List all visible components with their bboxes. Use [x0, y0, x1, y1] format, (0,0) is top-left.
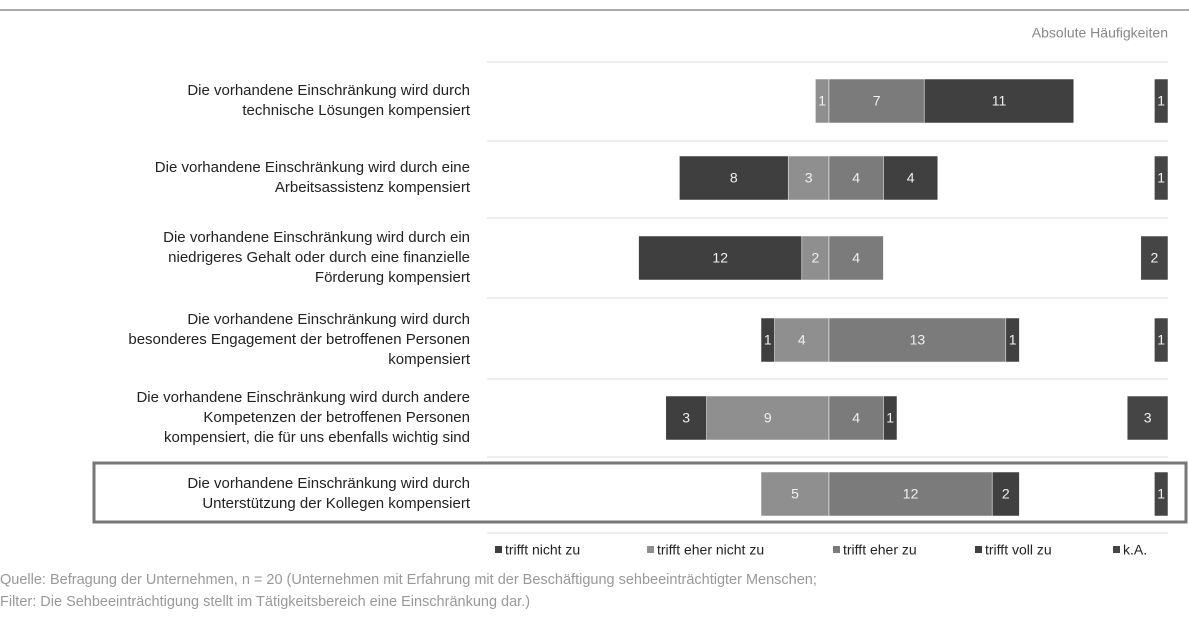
bar-segment: [1154, 78, 1169, 124]
value-label: 4: [852, 410, 860, 426]
bar-segment: [638, 235, 803, 281]
bar-segment: [665, 395, 707, 441]
legend-swatch: [833, 546, 840, 553]
legend-swatch: [975, 546, 982, 553]
value-label: 1: [818, 93, 826, 109]
bar-segment: [883, 155, 939, 201]
bar-segment: [679, 155, 789, 201]
bar-segment: [923, 78, 1075, 124]
category-label: Die vorhandene Einschränkung wird durch: [187, 82, 470, 99]
value-label: 4: [798, 332, 806, 348]
category-label: besonderes Engagement der betroffenen Pe…: [128, 331, 470, 348]
legend-label: trifft voll zu: [985, 542, 1052, 558]
bar-segment: [760, 317, 775, 363]
bar-segment: [828, 471, 993, 517]
value-label: 7: [873, 93, 881, 109]
value-label: 4: [907, 170, 915, 186]
value-label: 8: [730, 170, 738, 186]
value-label: 2: [1151, 250, 1159, 266]
legend-label: trifft nicht zu: [505, 542, 580, 558]
category-label: kompensiert, die für uns ebenfalls wicht…: [164, 429, 470, 446]
bar-segment: [828, 78, 925, 124]
value-label: 1: [1157, 170, 1165, 186]
highlight-box: [92, 461, 1188, 524]
bar-segment: [774, 317, 830, 363]
category-label: Förderung kompensiert: [315, 269, 471, 286]
legend-label: trifft eher nicht zu: [657, 542, 764, 558]
category-label: Die vorhandene Einschränkung wird durch …: [136, 389, 470, 406]
category-label: Kompetenzen der betroffenen Personen: [203, 409, 470, 426]
category-label: technische Lösungen kompensiert: [242, 102, 470, 119]
legend-label: trifft eher zu: [843, 542, 917, 558]
value-label: 2: [1002, 486, 1010, 502]
bar-segment: [1126, 395, 1169, 441]
value-label: 5: [791, 486, 799, 502]
bar-segment: [706, 395, 830, 441]
source-note: Quelle: Befragung der Unternehmen, n = 2…: [0, 572, 817, 588]
bar-segment: [1154, 471, 1169, 517]
bar-segment: [760, 471, 830, 517]
category-label: Unterstützung der Kollegen kompensiert: [202, 495, 470, 512]
bar-segment: [1154, 155, 1169, 201]
bar-segment: [828, 317, 1007, 363]
value-label: 3: [805, 170, 813, 186]
category-label: Die vorhandene Einschränkung wird durch: [187, 311, 470, 328]
bar-segment: [828, 395, 884, 441]
value-label: 4: [852, 250, 860, 266]
value-label: 12: [903, 486, 919, 502]
category-label: Die vorhandene Einschränkung wird durch …: [155, 159, 470, 176]
category-label: Arbeitsassistenz kompensiert: [275, 179, 471, 196]
value-label: 12: [712, 250, 728, 266]
bar-segment: [801, 235, 830, 281]
value-label: 1: [1157, 332, 1165, 348]
source-note: Filter: Die Sehbeeinträchtigung stellt i…: [0, 594, 530, 610]
value-label: 1: [764, 332, 772, 348]
legend-swatch: [647, 546, 654, 553]
category-label: Die vorhandene Einschränkung wird durch: [187, 475, 470, 492]
category-label: Die vorhandene Einschränkung wird durch …: [163, 229, 470, 246]
value-label: 1: [1157, 93, 1165, 109]
bar-segment: [828, 235, 884, 281]
legend-label: k.A.: [1123, 542, 1147, 558]
bar-segment: [787, 155, 830, 201]
bar-segment: [991, 471, 1020, 517]
value-label: 11: [992, 93, 1007, 109]
value-label: 1: [1157, 486, 1165, 502]
value-label: 13: [910, 332, 926, 348]
value-label: 1: [886, 410, 894, 426]
bar-segment: [883, 395, 898, 441]
category-label: kompensiert: [388, 351, 471, 368]
bar-segment: [828, 155, 884, 201]
value-label: 2: [812, 250, 820, 266]
subtitle: Absolute Häufigkeiten: [1032, 25, 1168, 41]
value-label: 3: [682, 410, 690, 426]
legend-swatch: [495, 546, 502, 553]
value-label: 3: [1144, 410, 1152, 426]
legend-swatch: [1113, 546, 1120, 553]
bar-segment: [1140, 235, 1169, 281]
bar-segment: [1005, 317, 1020, 363]
value-label: 4: [852, 170, 860, 186]
bar-segment: [1154, 317, 1169, 363]
value-label: 9: [764, 410, 772, 426]
value-label: 1: [1009, 332, 1017, 348]
category-label: niedrigeres Gehalt oder durch eine finan…: [168, 249, 470, 266]
